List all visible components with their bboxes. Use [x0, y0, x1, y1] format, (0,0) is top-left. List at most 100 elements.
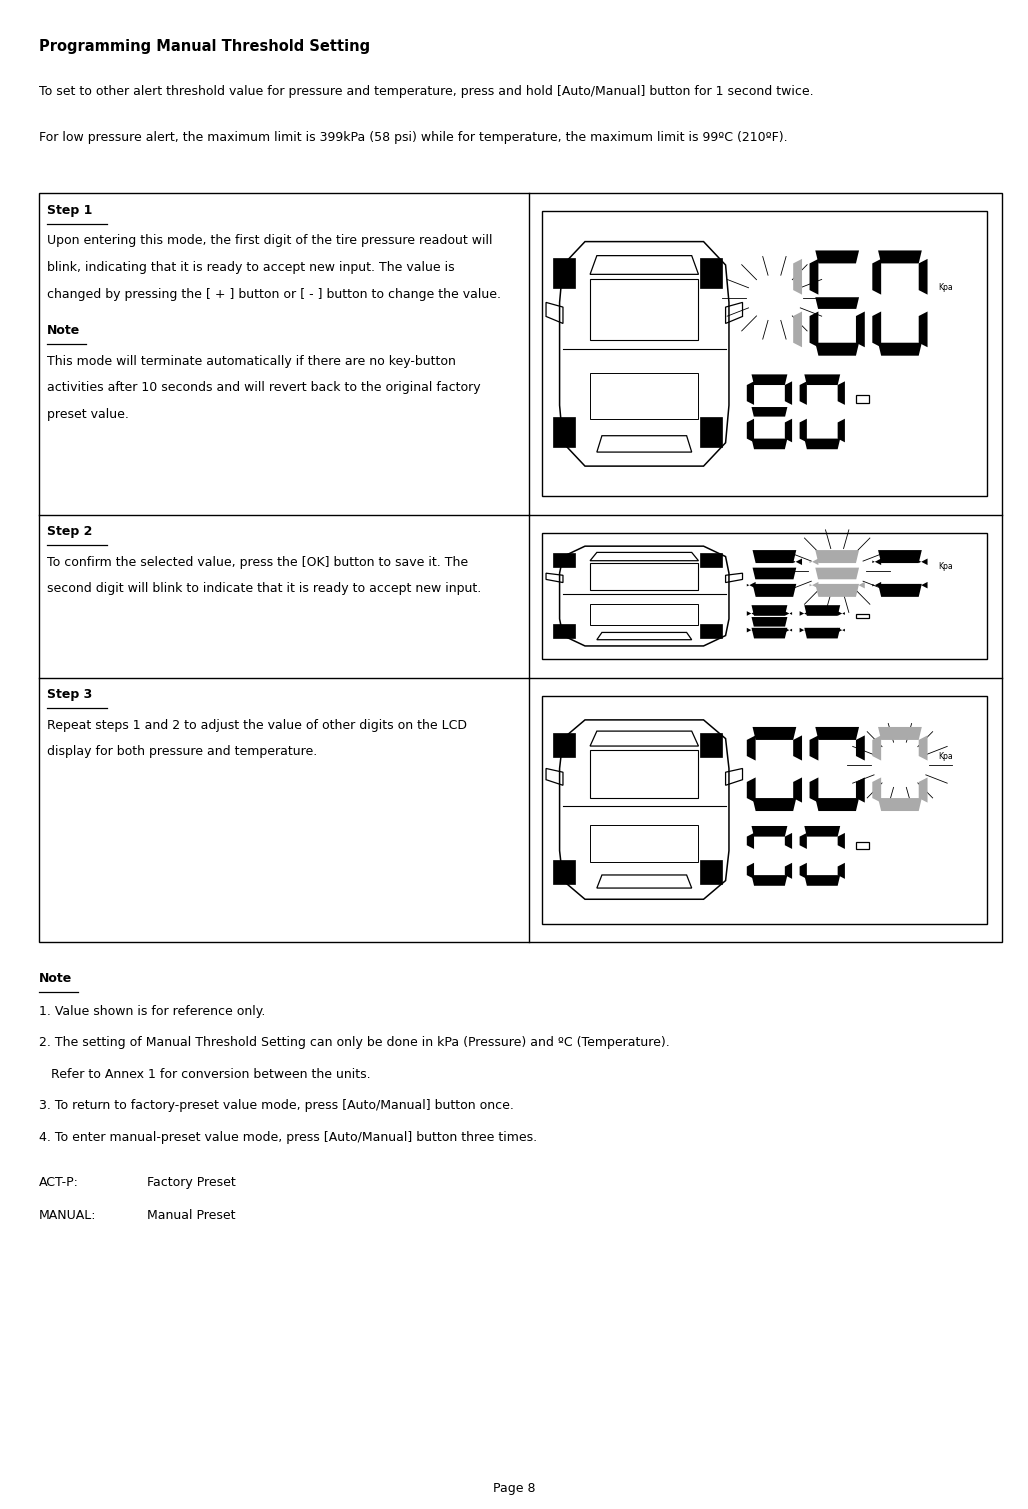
Text: Programming Manual Threshold Setting: Programming Manual Threshold Setting: [39, 39, 370, 54]
Polygon shape: [800, 382, 807, 404]
Polygon shape: [784, 863, 793, 878]
Polygon shape: [784, 628, 793, 632]
Text: preset value.: preset value.: [47, 409, 130, 421]
Polygon shape: [746, 777, 756, 803]
Text: activities after 10 seconds and will revert back to the original factory: activities after 10 seconds and will rev…: [47, 382, 481, 394]
Polygon shape: [800, 418, 807, 442]
Bar: [700, 258, 723, 288]
Polygon shape: [804, 439, 840, 450]
Polygon shape: [919, 260, 927, 294]
Polygon shape: [838, 863, 845, 878]
Polygon shape: [810, 582, 818, 589]
Polygon shape: [838, 611, 845, 616]
Polygon shape: [784, 382, 793, 404]
Polygon shape: [794, 260, 802, 294]
Text: Page 8: Page 8: [492, 1482, 536, 1495]
Polygon shape: [784, 611, 793, 616]
Polygon shape: [746, 418, 755, 442]
Text: Step 2: Step 2: [47, 525, 93, 539]
Polygon shape: [919, 582, 927, 589]
Polygon shape: [815, 343, 859, 356]
Polygon shape: [815, 567, 859, 579]
Polygon shape: [838, 628, 845, 632]
Polygon shape: [810, 260, 818, 294]
Polygon shape: [919, 558, 927, 564]
Polygon shape: [746, 611, 755, 616]
Polygon shape: [752, 727, 797, 739]
Polygon shape: [815, 297, 859, 309]
Polygon shape: [751, 628, 787, 638]
Polygon shape: [794, 735, 802, 761]
Bar: [553, 625, 575, 638]
Bar: [856, 614, 869, 617]
Polygon shape: [919, 311, 927, 347]
Polygon shape: [804, 825, 840, 836]
Bar: [553, 554, 575, 567]
Bar: [700, 733, 723, 758]
Polygon shape: [919, 777, 927, 803]
Polygon shape: [838, 833, 845, 850]
Text: 3. To return to factory-preset value mode, press [Auto/Manual] button once.: 3. To return to factory-preset value mod…: [39, 1099, 514, 1112]
Bar: [700, 625, 723, 638]
Text: Manual Preset: Manual Preset: [147, 1209, 235, 1222]
Polygon shape: [751, 617, 787, 626]
Polygon shape: [752, 798, 797, 810]
Polygon shape: [804, 628, 840, 638]
Polygon shape: [810, 735, 818, 761]
Polygon shape: [751, 407, 787, 416]
Polygon shape: [878, 798, 922, 810]
Polygon shape: [800, 611, 807, 616]
Polygon shape: [784, 833, 793, 850]
Polygon shape: [873, 311, 881, 347]
Polygon shape: [838, 418, 845, 442]
Polygon shape: [878, 250, 922, 264]
Bar: [39, 193, 1002, 942]
Text: Refer to Annex 1 for conversion between the units.: Refer to Annex 1 for conversion between …: [39, 1068, 371, 1080]
Text: Step 1: Step 1: [47, 204, 93, 217]
Text: Kpa: Kpa: [938, 282, 953, 291]
Polygon shape: [815, 727, 859, 739]
Polygon shape: [878, 584, 922, 598]
Polygon shape: [873, 558, 881, 564]
Polygon shape: [873, 735, 881, 761]
Text: 4. To enter manual-preset value mode, press [Auto/Manual] button three times.: 4. To enter manual-preset value mode, pr…: [39, 1130, 538, 1144]
Polygon shape: [878, 343, 922, 356]
Text: ACT-P:: ACT-P:: [39, 1177, 79, 1189]
Polygon shape: [794, 558, 802, 564]
Text: display for both pressure and temperature.: display for both pressure and temperatur…: [47, 745, 318, 759]
Polygon shape: [800, 863, 807, 878]
Polygon shape: [815, 551, 859, 563]
Polygon shape: [752, 584, 797, 598]
Polygon shape: [804, 605, 840, 616]
Polygon shape: [815, 798, 859, 810]
Bar: [553, 733, 575, 758]
Bar: [700, 860, 723, 884]
Text: Step 3: Step 3: [47, 688, 93, 702]
Text: 1. Value shown is for reference only.: 1. Value shown is for reference only.: [39, 1005, 265, 1017]
Bar: [542, 533, 988, 659]
Polygon shape: [794, 777, 802, 803]
Polygon shape: [810, 777, 818, 803]
Polygon shape: [878, 727, 922, 739]
Polygon shape: [878, 551, 922, 563]
Polygon shape: [752, 567, 797, 579]
Polygon shape: [751, 825, 787, 836]
Bar: [856, 842, 869, 848]
Text: 2. The setting of Manual Threshold Setting can only be done in kPa (Pressure) an: 2. The setting of Manual Threshold Setti…: [39, 1037, 670, 1049]
Text: To set to other alert threshold value for pressure and temperature, press and ho: To set to other alert threshold value fo…: [39, 85, 814, 98]
Polygon shape: [794, 311, 802, 347]
Bar: [553, 860, 575, 884]
Polygon shape: [751, 439, 787, 450]
Polygon shape: [856, 777, 865, 803]
Polygon shape: [804, 374, 840, 385]
Polygon shape: [873, 582, 881, 589]
Polygon shape: [810, 311, 818, 347]
Polygon shape: [810, 558, 818, 564]
Polygon shape: [746, 382, 755, 404]
Text: This mode will terminate automatically if there are no key-button: This mode will terminate automatically i…: [47, 355, 456, 368]
Bar: [553, 258, 575, 288]
Polygon shape: [873, 777, 881, 803]
Text: To confirm the selected value, press the [OK] button to save it. The: To confirm the selected value, press the…: [47, 555, 469, 569]
Polygon shape: [751, 875, 787, 886]
Text: For low pressure alert, the maximum limit is 399kPa (58 psi) while for temperatu: For low pressure alert, the maximum limi…: [39, 131, 787, 145]
